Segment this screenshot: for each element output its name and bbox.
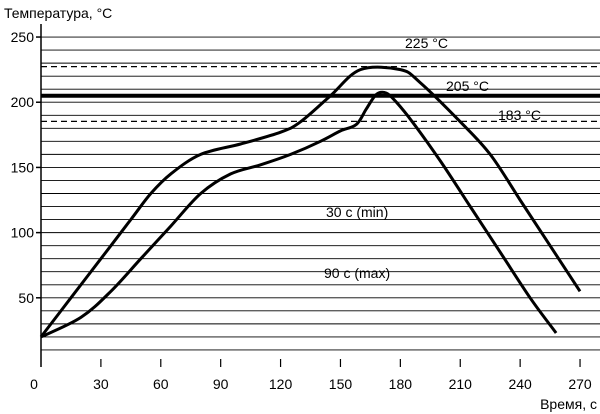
ref-label-183: 183 °C bbox=[498, 107, 541, 123]
axes bbox=[36, 24, 581, 367]
x-tick-label-210: 210 bbox=[449, 376, 473, 392]
x-tick-label-150: 150 bbox=[329, 376, 353, 392]
y-tick-label-150: 150 bbox=[11, 159, 35, 175]
x-tick-label-120: 120 bbox=[269, 376, 293, 392]
x-tick-label-90: 90 bbox=[213, 376, 229, 392]
data-series bbox=[39, 65, 582, 339]
series-line-lower bbox=[40, 90, 558, 339]
ref-label-205: 205 °C bbox=[446, 78, 489, 94]
y-tick-label-200: 200 bbox=[11, 94, 35, 110]
reference-lines bbox=[41, 66, 600, 122]
x-tick-label-240: 240 bbox=[508, 376, 532, 392]
y-tick-label-50: 50 bbox=[18, 290, 34, 306]
x-tick-label-30: 30 bbox=[93, 376, 109, 392]
y-tick-label-100: 100 bbox=[11, 225, 35, 241]
x-tick-label-0: 0 bbox=[30, 376, 38, 392]
ref-label-225: 225 °C bbox=[405, 35, 448, 51]
y-tick-label-250: 250 bbox=[11, 29, 35, 45]
x-axis-title: Время, с bbox=[540, 396, 597, 412]
x-tick-label-270: 270 bbox=[568, 376, 592, 392]
x-tick-label-180: 180 bbox=[389, 376, 413, 392]
labels: Температура, °C Время, с 225 °C 205 °C 1… bbox=[4, 5, 597, 412]
y-axis-title: Температура, °C bbox=[4, 5, 112, 21]
annotation-30s-min: 30 с (min) bbox=[326, 204, 388, 220]
series-line-upper bbox=[39, 65, 582, 338]
x-tick-label-60: 60 bbox=[153, 376, 169, 392]
annotation-90s-max: 90 с (max) bbox=[324, 265, 390, 281]
